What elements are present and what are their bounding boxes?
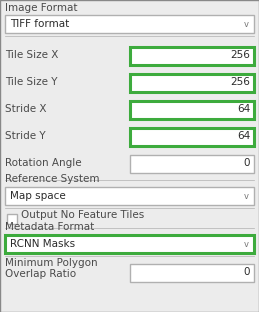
Bar <box>130 264 254 282</box>
Bar <box>5 235 254 253</box>
Text: Stride Y: Stride Y <box>5 131 46 141</box>
Text: Metadata Format: Metadata Format <box>5 222 94 232</box>
Text: 256: 256 <box>230 50 250 60</box>
Text: Map space: Map space <box>10 191 66 201</box>
Text: Rotation Angle: Rotation Angle <box>5 158 82 168</box>
Text: Stride X: Stride X <box>5 104 47 114</box>
Text: Tile Size Y: Tile Size Y <box>5 77 57 87</box>
Bar <box>130 101 254 119</box>
Text: 0: 0 <box>243 158 250 168</box>
Text: Output No Feature Tiles: Output No Feature Tiles <box>21 210 144 220</box>
Text: Overlap Ratio: Overlap Ratio <box>5 269 76 279</box>
Bar <box>5 15 254 33</box>
Bar <box>5 187 254 205</box>
Text: 0: 0 <box>243 267 250 277</box>
Text: v: v <box>243 20 248 29</box>
Text: RCNN Masks: RCNN Masks <box>10 239 75 249</box>
Text: TIFF format: TIFF format <box>10 19 69 29</box>
Text: v: v <box>243 192 248 201</box>
Text: 64: 64 <box>237 131 250 141</box>
Bar <box>130 47 254 65</box>
Bar <box>130 74 254 92</box>
Text: 256: 256 <box>230 77 250 87</box>
Text: 64: 64 <box>237 104 250 114</box>
Text: Reference System: Reference System <box>5 174 99 184</box>
Text: v: v <box>243 240 248 249</box>
Bar <box>130 128 254 146</box>
Bar <box>7 214 17 224</box>
Text: Image Format: Image Format <box>5 3 77 13</box>
Bar <box>130 155 254 173</box>
Text: Minimum Polygon: Minimum Polygon <box>5 258 98 268</box>
Text: Tile Size X: Tile Size X <box>5 50 58 60</box>
